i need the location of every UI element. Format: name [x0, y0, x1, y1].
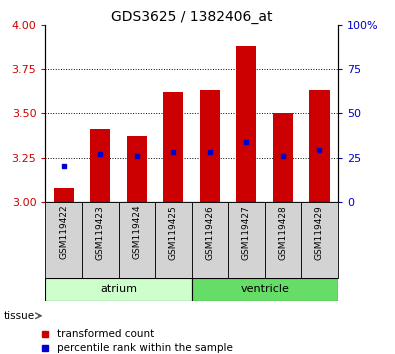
Bar: [118, 202, 155, 278]
Text: GSM119424: GSM119424: [132, 205, 141, 259]
Text: atrium: atrium: [100, 284, 137, 295]
Bar: [54, 188, 74, 202]
Bar: [155, 202, 192, 278]
Bar: [200, 90, 220, 202]
Text: tissue: tissue: [4, 311, 35, 321]
Bar: [228, 202, 265, 278]
Title: GDS3625 / 1382406_at: GDS3625 / 1382406_at: [111, 10, 272, 24]
Text: GSM119422: GSM119422: [59, 205, 68, 259]
Bar: [273, 113, 293, 202]
Text: GSM119428: GSM119428: [278, 205, 288, 259]
Bar: [45, 202, 82, 278]
Bar: [45, 278, 192, 301]
Text: percentile rank within the sample: percentile rank within the sample: [57, 343, 233, 353]
Bar: [309, 90, 329, 202]
Text: GSM119423: GSM119423: [96, 205, 105, 259]
Bar: [127, 136, 147, 202]
Text: GSM119425: GSM119425: [169, 205, 178, 259]
Text: GSM119426: GSM119426: [205, 205, 214, 259]
Text: transformed count: transformed count: [57, 329, 154, 339]
Bar: [192, 278, 338, 301]
Bar: [265, 202, 301, 278]
Bar: [192, 202, 228, 278]
Bar: [82, 202, 118, 278]
Text: ventricle: ventricle: [240, 284, 289, 295]
Bar: [163, 92, 183, 202]
Bar: [236, 46, 256, 202]
Bar: [301, 202, 338, 278]
Text: GSM119427: GSM119427: [242, 205, 251, 259]
Bar: [90, 129, 110, 202]
Text: GSM119429: GSM119429: [315, 205, 324, 259]
